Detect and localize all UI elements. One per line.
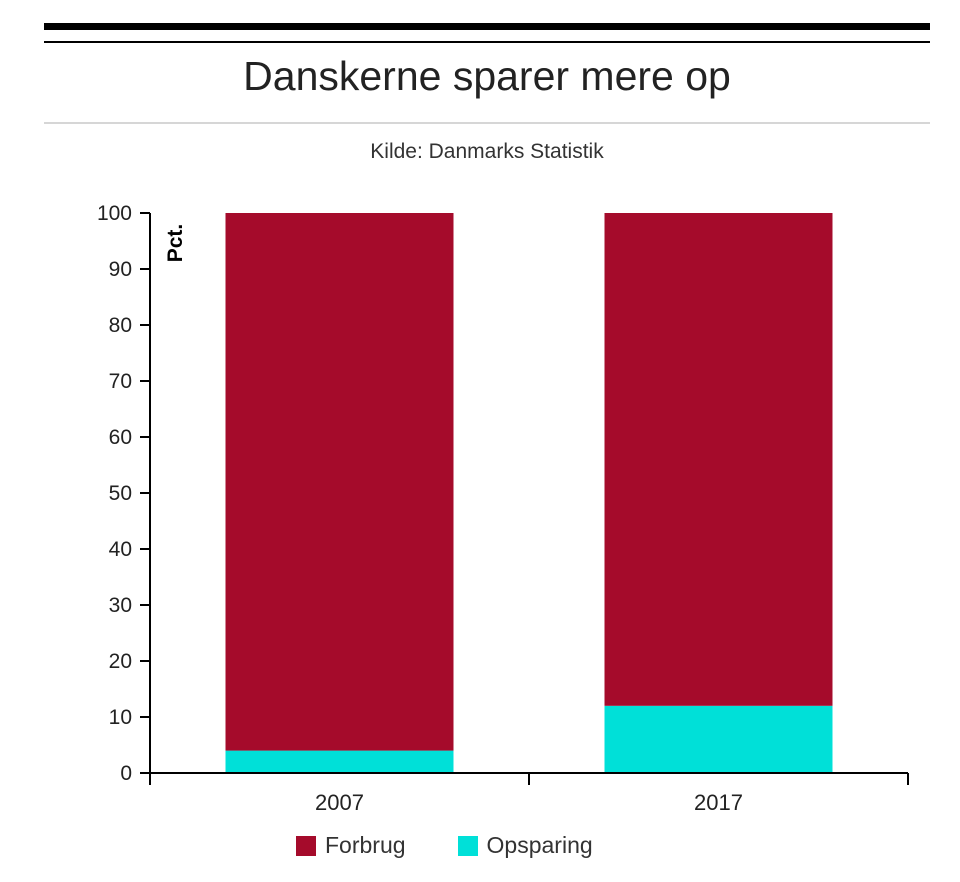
y-tick-label-90: 90 [109, 258, 132, 281]
chart-legend: Forbrug Opsparing [296, 832, 645, 859]
title-divider [44, 122, 930, 124]
y-tick-label-100: 100 [97, 202, 132, 225]
bar-forbrug-2007 [225, 213, 454, 751]
y-axis-label: Pct. [164, 224, 187, 263]
legend-label-opsparing: Opsparing [486, 832, 593, 858]
chart-title: Danskerne sparer mere op [243, 53, 731, 99]
x-tick-label-2007: 2007 [315, 790, 364, 815]
legend-swatch-forbrug [296, 835, 316, 856]
stacked-bar-chart: 2007 2017 0 10 20 30 40 50 60 70 80 90 100 Pct. [97, 202, 909, 815]
bar-opsparing-2017 [604, 705, 833, 773]
y-tick-label-40: 40 [109, 538, 132, 561]
y-tick-label-60: 60 [109, 426, 132, 449]
bar-forbrug-2017 [604, 213, 833, 706]
y-tick-label-10: 10 [109, 706, 132, 729]
chart-subtitle: Kilde: Danmarks Statistik [370, 140, 604, 163]
y-tick-label-20: 20 [109, 650, 132, 673]
y-tick-label-50: 50 [109, 482, 132, 505]
bar-opsparing-2007 [225, 750, 454, 773]
y-tick-label-80: 80 [109, 314, 132, 337]
x-tick-label-2017: 2017 [694, 790, 743, 815]
legend-item-opsparing[interactable]: Opsparing [457, 832, 593, 859]
y-tick-label-30: 30 [109, 594, 132, 617]
legend-item-forbrug[interactable]: Forbrug [296, 832, 406, 859]
header-rule-thick [44, 23, 930, 30]
legend-swatch-opsparing [457, 835, 478, 856]
y-tick-label-0: 0 [120, 762, 132, 785]
legend-label-forbrug: Forbrug [325, 832, 406, 858]
header-rule-thin [44, 41, 930, 43]
y-tick-label-70: 70 [109, 370, 132, 393]
